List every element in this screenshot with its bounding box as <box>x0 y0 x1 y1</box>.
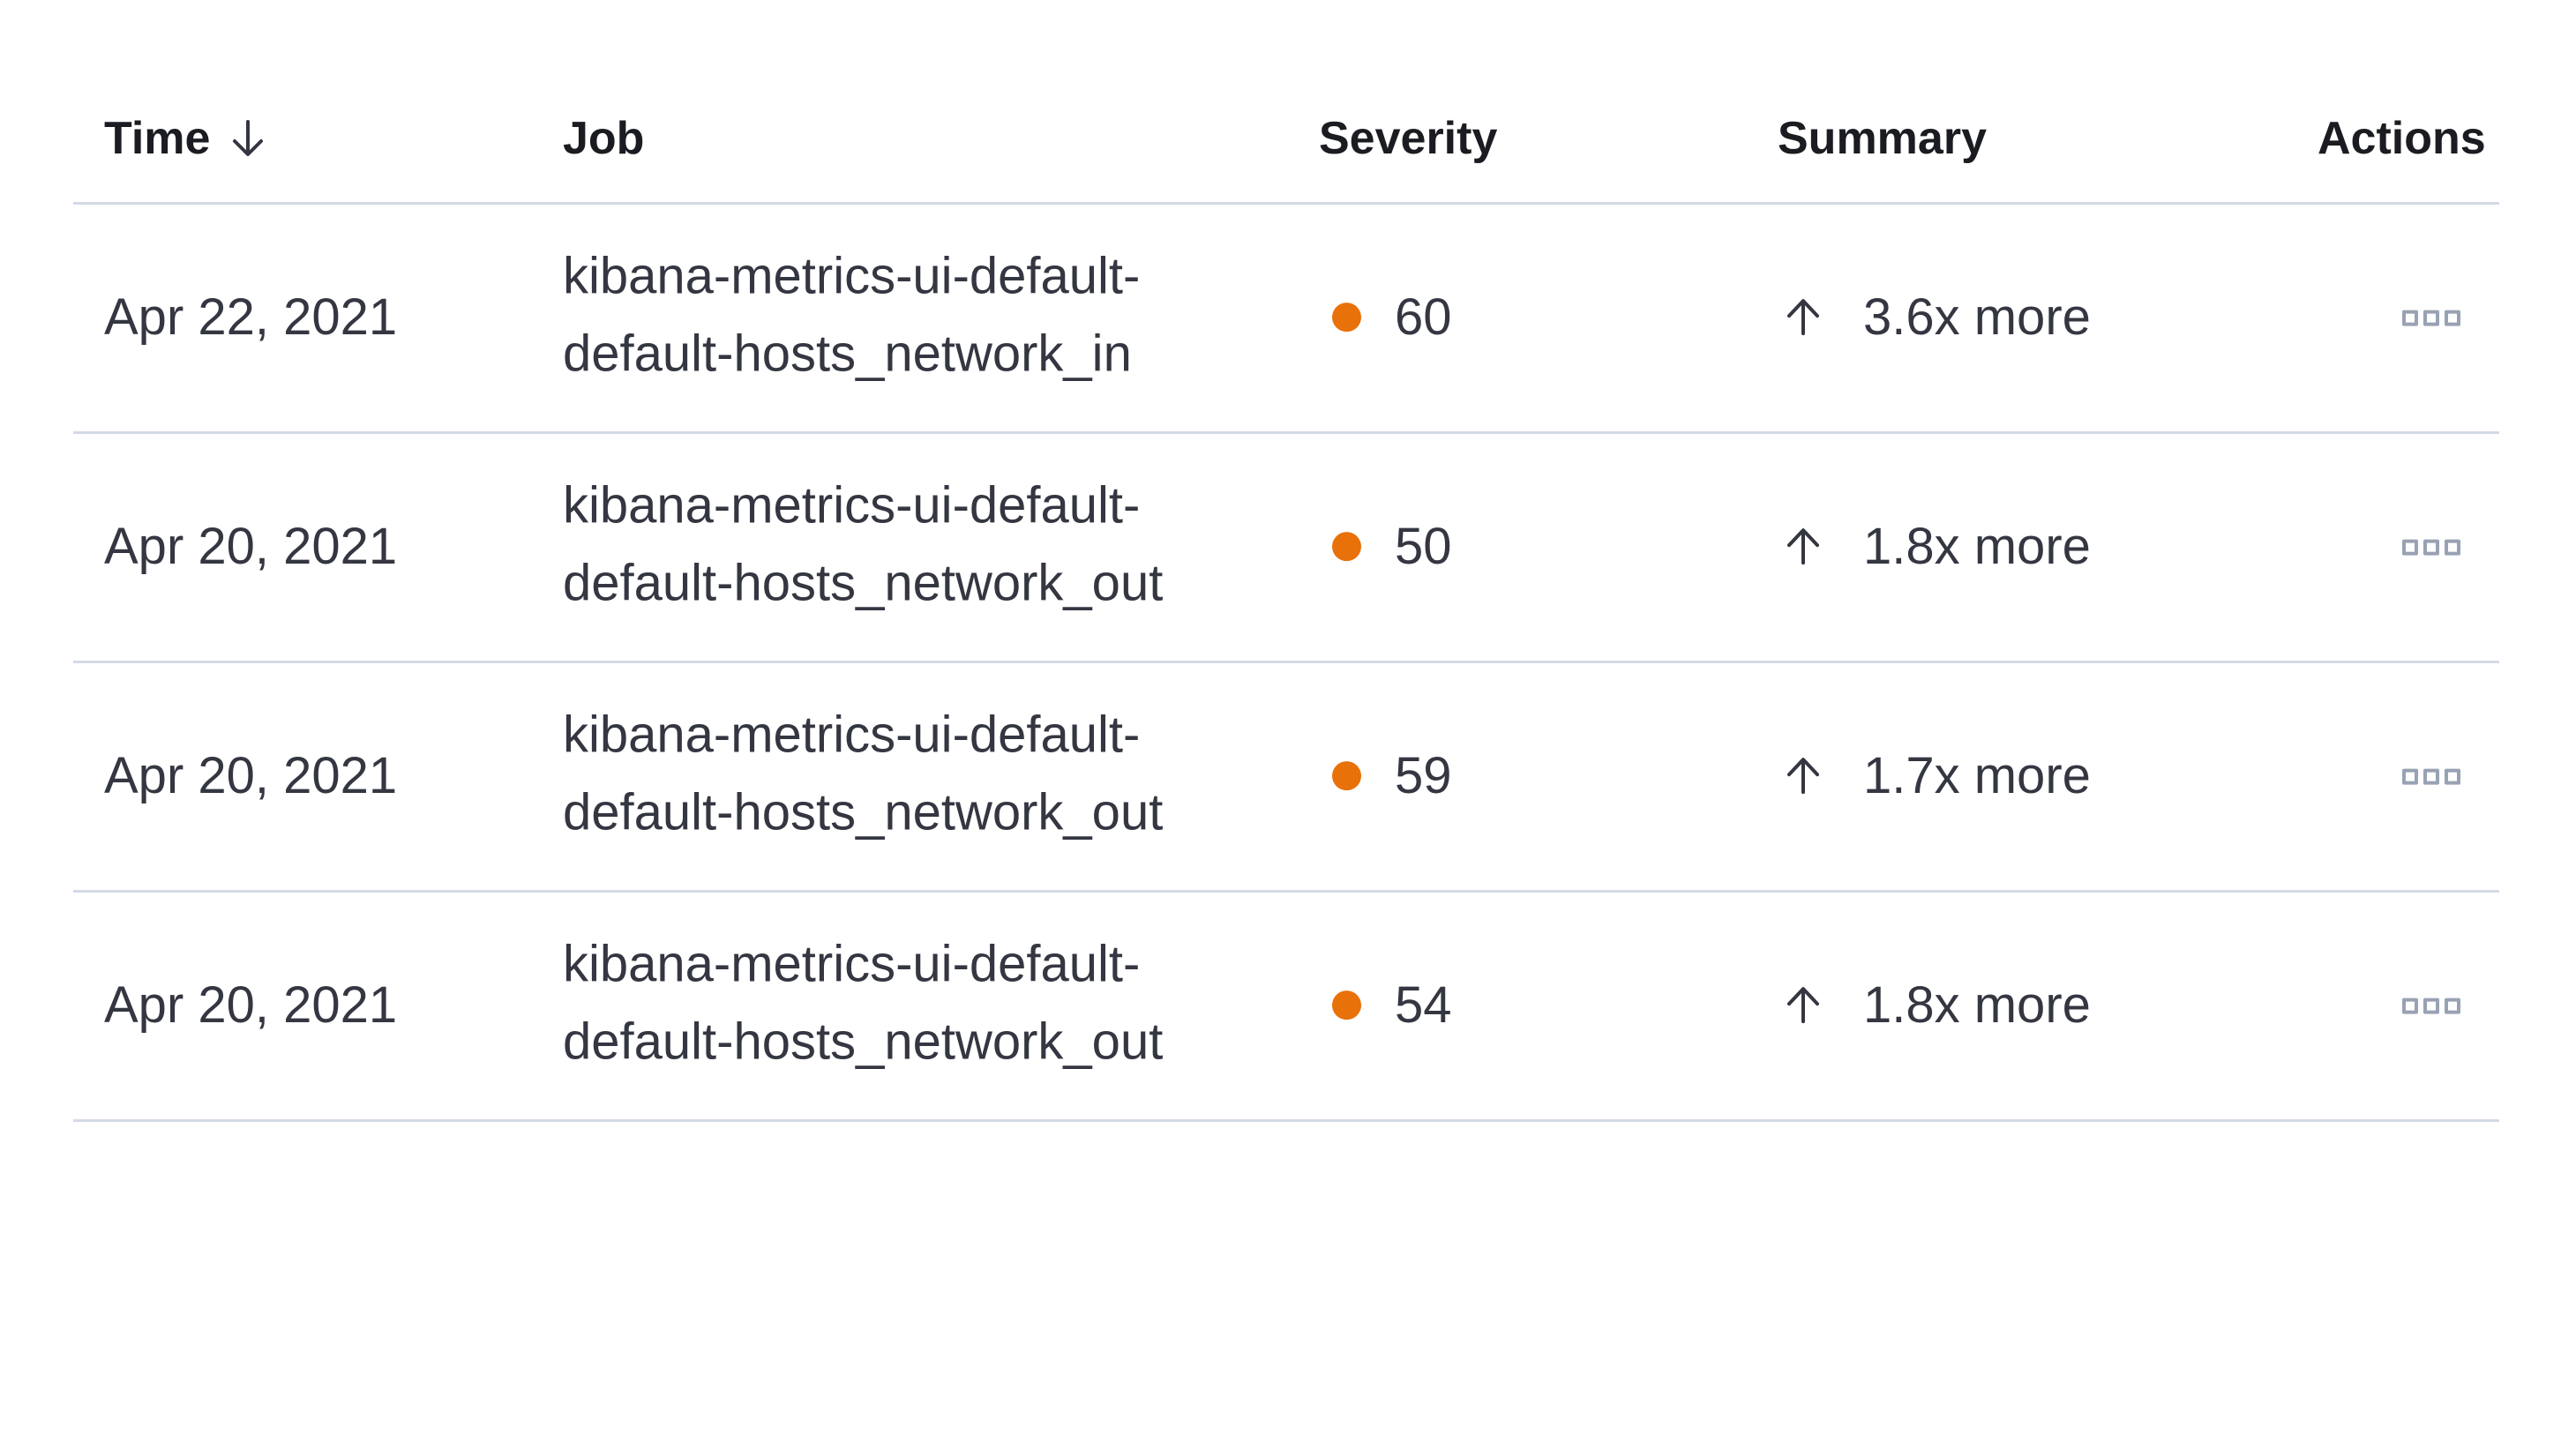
anomalies-table: Time Job Severity Summary Actions Apr 22… <box>73 0 2499 1122</box>
arrow-up-icon <box>1787 299 1819 336</box>
job-id-line: default-hosts_network_in <box>563 324 1132 382</box>
column-header-time[interactable]: Time <box>104 112 268 165</box>
actions-cell <box>2402 998 2460 1014</box>
row-actions-button[interactable] <box>2402 768 2460 785</box>
severity-cell: 54 <box>1332 975 1452 1035</box>
table-row: Apr 20, 2021 kibana-metrics-ui-default- … <box>73 663 2499 893</box>
job-id-line: default-hosts_network_out <box>563 553 1164 611</box>
job-id-line: kibana-metrics-ui-default- <box>563 475 1141 534</box>
table-row: Apr 20, 2021 kibana-metrics-ui-default- … <box>73 893 2499 1122</box>
summary-text: 1.7x more <box>1863 746 2091 804</box>
arrow-up-icon <box>1787 758 1819 795</box>
severity-cell: 59 <box>1332 746 1452 805</box>
column-header-summary[interactable]: Summary <box>1778 113 1987 164</box>
table-row: Apr 22, 2021 kibana-metrics-ui-default- … <box>73 205 2499 434</box>
job-id-line: default-hosts_network_out <box>563 1012 1164 1070</box>
boxes-horizontal-icon <box>2402 998 2418 1014</box>
severity-value: 59 <box>1395 746 1452 804</box>
arrow-up-icon <box>1787 987 1819 1024</box>
job-cell: kibana-metrics-ui-default- default-hosts… <box>563 925 1163 1080</box>
summary-text: 1.8x more <box>1863 975 2091 1034</box>
column-header-time-label: Time <box>104 113 211 164</box>
job-cell: kibana-metrics-ui-default- default-hosts… <box>563 467 1163 622</box>
actions-cell <box>2402 768 2460 785</box>
severity-value: 54 <box>1395 975 1452 1034</box>
time-cell: Apr 20, 2021 <box>104 746 398 804</box>
column-header-actions: Actions <box>2318 113 2486 164</box>
job-id-line: kibana-metrics-ui-default- <box>563 246 1141 304</box>
job-id-line: kibana-metrics-ui-default- <box>563 705 1141 763</box>
boxes-horizontal-icon <box>2402 310 2418 326</box>
table-row: Apr 20, 2021 kibana-metrics-ui-default- … <box>73 434 2499 663</box>
summary-cell: 1.8x more <box>1782 517 2091 576</box>
time-cell: Apr 22, 2021 <box>104 288 398 346</box>
column-header-job[interactable]: Job <box>563 113 645 164</box>
summary-cell: 1.8x more <box>1782 975 2091 1035</box>
summary-cell: 3.6x more <box>1782 288 2091 347</box>
row-actions-button[interactable] <box>2402 998 2460 1014</box>
summary-text: 3.6x more <box>1863 288 2091 346</box>
boxes-horizontal-icon <box>2402 768 2418 785</box>
time-cell: Apr 20, 2021 <box>104 975 398 1034</box>
row-actions-button[interactable] <box>2402 539 2460 556</box>
table-header-row: Time Job Severity Summary Actions <box>73 0 2499 205</box>
column-header-severity[interactable]: Severity <box>1319 113 1498 164</box>
actions-cell <box>2402 310 2460 326</box>
job-cell: kibana-metrics-ui-default- default-hosts… <box>563 237 1140 392</box>
severity-dot-icon <box>1332 990 1361 1020</box>
job-id-line: default-hosts_network_out <box>563 782 1164 841</box>
actions-cell <box>2402 539 2460 556</box>
sort-descending-icon <box>233 120 264 156</box>
severity-value: 60 <box>1395 288 1452 346</box>
row-actions-button[interactable] <box>2402 310 2460 326</box>
severity-cell: 50 <box>1332 517 1452 576</box>
severity-dot-icon <box>1332 760 1361 790</box>
severity-value: 50 <box>1395 517 1452 575</box>
summary-cell: 1.7x more <box>1782 746 2091 805</box>
arrow-up-icon <box>1787 528 1819 565</box>
severity-dot-icon <box>1332 531 1361 561</box>
job-cell: kibana-metrics-ui-default- default-hosts… <box>563 696 1163 851</box>
severity-dot-icon <box>1332 302 1361 332</box>
boxes-horizontal-icon <box>2402 539 2418 556</box>
job-id-line: kibana-metrics-ui-default- <box>563 934 1141 992</box>
severity-cell: 60 <box>1332 288 1452 347</box>
time-cell: Apr 20, 2021 <box>104 517 398 575</box>
summary-text: 1.8x more <box>1863 517 2091 575</box>
